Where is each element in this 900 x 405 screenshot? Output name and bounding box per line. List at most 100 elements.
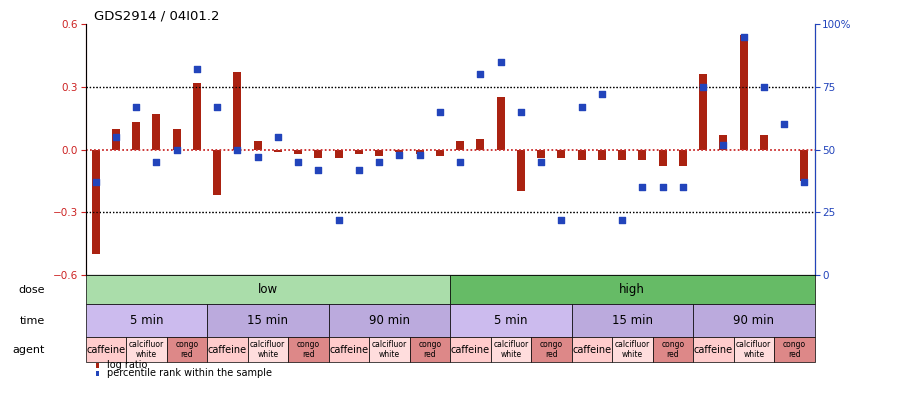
- Point: [311, 166, 326, 173]
- Bar: [693, 305, 814, 337]
- Bar: [491, 337, 531, 362]
- Bar: [693, 337, 733, 362]
- Text: congo
red: congo red: [540, 340, 562, 359]
- Text: dose: dose: [19, 285, 45, 294]
- Point: [554, 216, 569, 223]
- Bar: [126, 337, 166, 362]
- Text: caffeine: caffeine: [329, 345, 368, 354]
- Bar: [213, 149, 221, 196]
- Bar: [375, 149, 383, 156]
- Bar: [699, 75, 707, 149]
- Bar: [436, 149, 444, 156]
- Text: log ratio: log ratio: [107, 360, 148, 371]
- Bar: [476, 139, 484, 149]
- Bar: [618, 149, 626, 160]
- Bar: [612, 337, 652, 362]
- Text: 5 min: 5 min: [130, 314, 163, 327]
- Bar: [254, 141, 262, 149]
- Text: low: low: [257, 283, 278, 296]
- Point: [271, 134, 285, 140]
- Text: caffeine: caffeine: [694, 345, 733, 354]
- Text: congo
red: congo red: [662, 340, 684, 359]
- Bar: [740, 35, 748, 149]
- Point: [777, 121, 791, 128]
- Point: [696, 84, 710, 90]
- Point: [372, 159, 386, 165]
- Bar: [207, 337, 248, 362]
- Bar: [598, 149, 606, 160]
- Point: [88, 179, 103, 185]
- Point: [210, 104, 224, 110]
- Bar: [314, 149, 322, 158]
- Point: [453, 159, 467, 165]
- Text: congo
red: congo red: [783, 340, 806, 359]
- Bar: [288, 337, 328, 362]
- Bar: [719, 135, 727, 149]
- Bar: [95, 371, 99, 376]
- Bar: [456, 141, 464, 149]
- Bar: [572, 337, 612, 362]
- Bar: [112, 129, 120, 149]
- Bar: [328, 337, 369, 362]
- Text: 15 min: 15 min: [612, 314, 652, 327]
- Point: [129, 104, 143, 110]
- Point: [757, 84, 771, 90]
- Bar: [193, 83, 201, 149]
- Bar: [233, 72, 241, 149]
- Point: [534, 159, 548, 165]
- Bar: [450, 305, 572, 337]
- Text: 5 min: 5 min: [494, 314, 527, 327]
- Text: calcifluor
white: calcifluor white: [129, 340, 164, 359]
- Text: congo
red: congo red: [418, 340, 441, 359]
- Point: [433, 109, 447, 115]
- Text: calcifluor
white: calcifluor white: [250, 340, 285, 359]
- Text: 90 min: 90 min: [734, 314, 774, 327]
- Bar: [86, 305, 207, 337]
- Point: [797, 179, 812, 185]
- Text: agent: agent: [13, 345, 45, 354]
- Text: congo
red: congo red: [176, 340, 198, 359]
- Bar: [132, 122, 140, 149]
- Bar: [274, 149, 282, 151]
- Bar: [572, 305, 693, 337]
- Text: percentile rank within the sample: percentile rank within the sample: [107, 369, 273, 378]
- Text: calcifluor
white: calcifluor white: [372, 340, 407, 359]
- Text: GDS2914 / 04I01.2: GDS2914 / 04I01.2: [94, 9, 220, 22]
- Text: congo
red: congo red: [297, 340, 320, 359]
- Point: [190, 66, 204, 72]
- Point: [574, 104, 589, 110]
- Point: [676, 184, 690, 190]
- Text: 15 min: 15 min: [248, 314, 288, 327]
- Bar: [328, 305, 450, 337]
- Bar: [95, 363, 99, 368]
- Bar: [416, 149, 424, 154]
- Point: [109, 134, 123, 140]
- Point: [291, 159, 305, 165]
- Bar: [734, 337, 774, 362]
- Bar: [173, 129, 181, 149]
- Text: time: time: [20, 316, 45, 326]
- Text: caffeine: caffeine: [572, 345, 611, 354]
- Point: [655, 184, 670, 190]
- Bar: [207, 305, 328, 337]
- Bar: [517, 149, 525, 191]
- Point: [230, 146, 245, 153]
- Bar: [531, 337, 572, 362]
- Bar: [410, 337, 450, 362]
- Bar: [86, 337, 126, 362]
- Bar: [395, 149, 403, 151]
- Bar: [638, 149, 646, 160]
- Bar: [92, 149, 100, 254]
- Bar: [800, 149, 808, 181]
- Point: [615, 216, 629, 223]
- Point: [716, 141, 731, 148]
- Bar: [659, 149, 667, 166]
- Bar: [152, 114, 160, 149]
- Text: calcifluor
white: calcifluor white: [615, 340, 650, 359]
- Point: [493, 59, 508, 65]
- Bar: [86, 275, 450, 305]
- Bar: [578, 149, 586, 160]
- Bar: [166, 337, 207, 362]
- Point: [412, 151, 427, 158]
- Point: [352, 166, 366, 173]
